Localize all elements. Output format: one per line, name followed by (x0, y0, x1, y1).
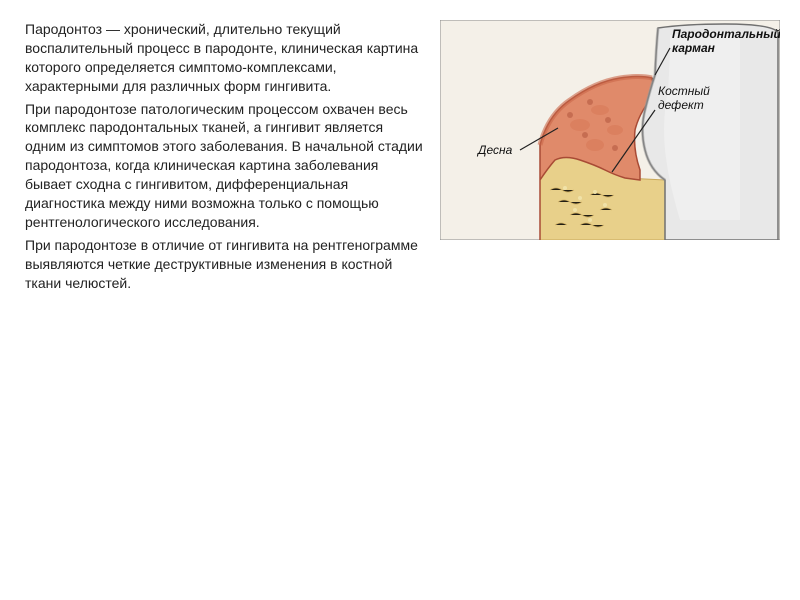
slide-content: Пародонтоз — хронический, длительно теку… (0, 0, 800, 316)
label-bone-1: Костный (658, 84, 710, 98)
paragraph-3: При пародонтозе в отличие от гингивита н… (25, 236, 425, 293)
label-pocket-2: карман (672, 41, 716, 55)
diagram-column: Пародонтальный карман Костный дефект Дес… (440, 20, 780, 296)
text-column: Пародонтоз — хронический, длительно теку… (25, 20, 425, 296)
label-gum: Десна (476, 143, 513, 157)
paragraph-2: При пародонтозе патологическим процессом… (25, 100, 425, 232)
label-bone-2: дефект (658, 98, 704, 112)
paragraph-1: Пародонтоз — хронический, длительно теку… (25, 20, 425, 96)
periodontosis-diagram: Пародонтальный карман Костный дефект Дес… (440, 20, 780, 240)
label-pocket-1: Пародонтальный (672, 27, 780, 41)
